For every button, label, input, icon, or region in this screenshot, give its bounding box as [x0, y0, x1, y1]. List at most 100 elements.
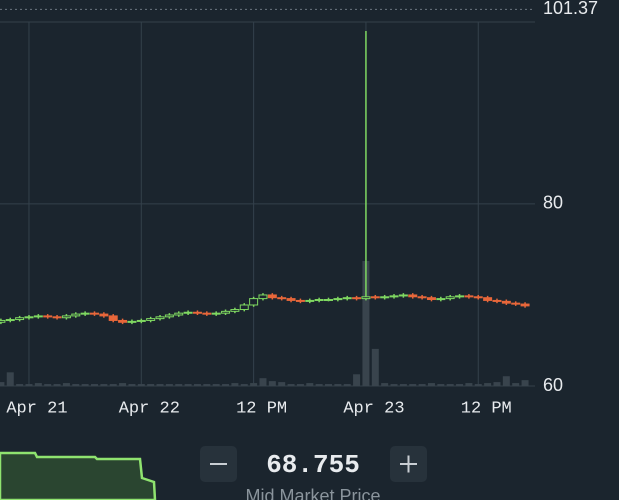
volume-bar	[278, 382, 286, 386]
candle-body	[380, 296, 390, 299]
candle-body	[0, 319, 6, 323]
candle-body	[277, 297, 287, 300]
volume-bar	[484, 383, 492, 386]
candle-body	[286, 298, 296, 301]
volume-bar	[34, 383, 42, 386]
candle-body	[90, 312, 99, 315]
volume-bar	[91, 384, 98, 386]
candle-body	[455, 295, 465, 298]
candle-body	[61, 315, 71, 319]
candle-body	[43, 315, 53, 318]
candle-body	[511, 302, 521, 305]
candlestick-chart: Apr 21 Apr 22 12 PM Apr 23 12 PM 60 80 101.37	[0, 0, 598, 418]
x-tick-label: 12 PM	[236, 399, 287, 418]
volume-bar	[137, 384, 145, 386]
volume-bar	[306, 383, 314, 386]
volume-bar	[231, 383, 239, 386]
candle-body	[342, 297, 352, 300]
candle-body	[501, 300, 511, 304]
volume-bar	[512, 383, 520, 386]
volume-bar	[437, 384, 445, 386]
volume-bar	[100, 384, 108, 386]
candle-body	[24, 316, 34, 319]
candle-body	[426, 297, 436, 301]
candle-body	[136, 319, 146, 322]
volume-bar	[165, 384, 173, 386]
candle-body	[389, 295, 399, 298]
x-tick-label: Apr 22	[119, 399, 180, 418]
x-tick-label: Apr 23	[343, 399, 404, 418]
volume-bar	[502, 376, 510, 386]
volume-bar	[156, 384, 164, 386]
volume-bar	[240, 384, 248, 386]
volume-bar	[109, 384, 117, 386]
candle-body	[324, 299, 333, 302]
volume-bar	[128, 384, 136, 386]
volume-bar	[521, 380, 529, 386]
candle-body	[71, 313, 81, 317]
volume-bar	[456, 384, 464, 386]
volume-bar	[184, 384, 192, 386]
candle-body	[305, 299, 315, 302]
volume-bar	[268, 381, 276, 386]
mid-price: 68.755	[266, 450, 360, 480]
candle-body	[108, 315, 118, 321]
decrease-button[interactable]	[200, 446, 237, 482]
volume-bar	[371, 348, 379, 386]
candle-body	[127, 320, 137, 323]
price-marker-label: 101.37	[543, 0, 598, 18]
volume-bar	[381, 383, 389, 386]
candle-body	[464, 295, 474, 298]
volume-bar	[334, 384, 342, 386]
volume-bar	[81, 384, 89, 386]
volume-bar	[390, 384, 398, 386]
volume-bar	[203, 384, 211, 386]
candle-body	[230, 309, 240, 312]
y-tick-label: 80	[543, 193, 563, 213]
mid-price-label: Mid Market Price	[245, 486, 380, 500]
volume-bar	[259, 378, 267, 386]
candle-body	[352, 297, 362, 300]
volume-bar	[119, 383, 127, 386]
candle-body	[80, 312, 90, 315]
volume-bar	[53, 384, 61, 386]
candle-body	[202, 312, 212, 315]
candle-body	[99, 313, 109, 317]
volume-bar	[446, 384, 454, 386]
candle-body	[192, 311, 202, 314]
candle-body	[155, 316, 165, 320]
candle-body	[295, 299, 305, 302]
candle-body	[118, 319, 128, 323]
candle-body	[258, 294, 268, 300]
volume-bar	[222, 384, 230, 386]
volume-bar	[250, 383, 258, 386]
volume-bar	[427, 383, 435, 386]
volume-bar	[193, 384, 201, 386]
volume-bar	[399, 384, 407, 386]
candle-body	[52, 316, 62, 319]
candle-body	[249, 298, 259, 306]
candle-body	[408, 294, 418, 298]
volume-bar	[353, 374, 361, 386]
increase-button[interactable]	[390, 446, 427, 482]
volume-bar	[44, 384, 52, 386]
volume-bar	[315, 384, 323, 386]
candle-body	[436, 298, 446, 301]
candle-body	[174, 312, 184, 316]
candle-body	[5, 319, 15, 322]
candle-body	[211, 312, 221, 315]
volume-bar	[343, 384, 351, 386]
volume-bar	[212, 384, 220, 386]
candle-body	[221, 310, 231, 314]
candle-body	[15, 317, 25, 321]
volume-bar	[72, 384, 80, 386]
volume-bar	[493, 382, 501, 386]
volume-bar	[409, 384, 417, 386]
volume-bar	[325, 384, 332, 386]
volume-bar	[0, 382, 5, 386]
candle-body	[520, 303, 530, 307]
volume-bar	[175, 384, 183, 386]
